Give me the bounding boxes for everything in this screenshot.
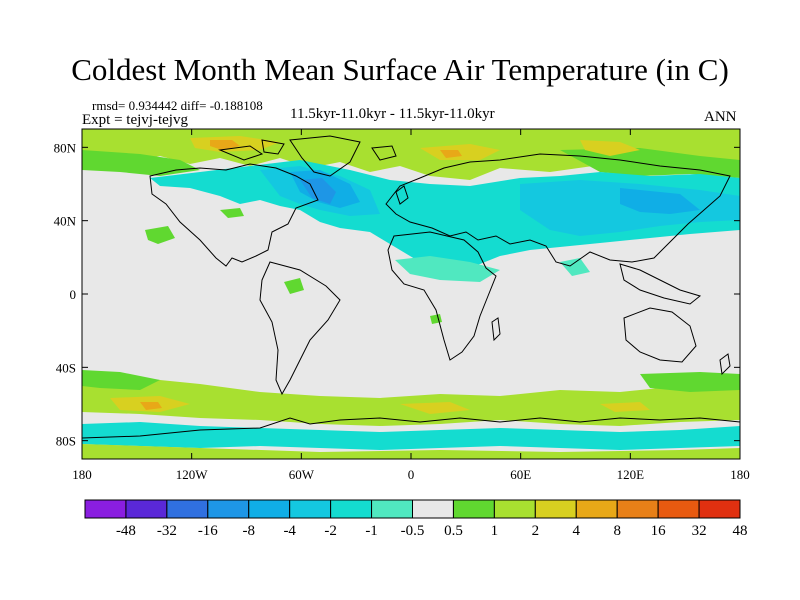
coast-antarctica [82,417,740,439]
colorbar-swatch [698,499,741,519]
colorbar-swatch [452,499,495,519]
coast-madagascar [491,317,501,342]
coast-southeast-asia [619,263,702,305]
lat-tick-label: 80S [56,434,76,449]
coast-new-zealand [719,353,731,376]
field-north-deep [300,178,336,204]
lon-tick-label: 180 [730,467,750,482]
colorbar-label: -8 [243,523,256,539]
field-antarctic-cool [82,422,740,450]
period-subtitle: 11.5kyr-11.0kyr - 11.5kyr-11.0kyr [290,106,495,122]
season-label: ANN [704,109,737,125]
diff-label: diff= [180,98,207,113]
colorbar-label: 8 [613,523,621,539]
colorbar-swatch [289,499,332,519]
plot-title: Coldest Month Mean Surface Air Temperatu… [71,52,729,87]
coast-africa [387,231,497,361]
field-south-amber [110,396,650,414]
lon-tick-label: 60W [289,467,315,482]
colorbar-label: -32 [157,523,177,539]
field-antarctic-warm [82,444,740,459]
colorbar-swatch [616,499,659,519]
lon-tick-label: 180 [72,467,92,482]
colorbar-label: -0.5 [401,523,425,539]
coast-greenland [289,135,361,177]
field-north-blue [290,170,700,214]
colorbar-swatch [575,499,618,519]
map-axes: 180 120W 60W 0 60E 120E 180 80N 40N 0 40S 80S [54,129,750,482]
colorbar-swatch [166,499,209,519]
colorbar-label: 48 [733,523,748,539]
colorbar-swatch [657,499,700,519]
coast-eurasia [385,153,731,267]
colorbar-swatch [412,499,454,519]
anomaly-fields [82,129,740,459]
field-south-warm [82,378,740,426]
colorbar-label: 16 [651,523,667,539]
colorbar-swatch [534,499,577,519]
colorbar-label: -4 [283,523,296,539]
colorbar: -48 -32 -16 -8 -4 -2 -1 -0.5 0.5 1 2 4 8 16 32 48 [84,499,748,539]
field-south-orange [140,402,162,410]
colorbar-label: 2 [532,523,540,539]
lon-tick-label: 0 [408,467,415,482]
rmsd-value: 0.934442 [128,98,178,113]
colorbar-label: 1 [491,523,499,539]
lat-tick-label: 0 [70,287,77,302]
colorbar-swatch [371,499,413,519]
lat-tick-label: 40N [54,214,77,229]
lon-tick-label: 120W [176,467,209,482]
colorbar-label: 32 [692,523,707,539]
colorbar-swatch [84,499,127,519]
colorbar-label: -16 [198,523,218,539]
field-south-green [82,370,740,392]
coast-north-america [149,163,319,267]
lon-tick-label: 120E [617,467,645,482]
map-panel [81,128,741,460]
coast-australia [623,307,697,363]
lat-tick-label: 80N [54,140,77,155]
field-tropical-cool [395,256,590,282]
colorbar-label: 4 [573,523,581,539]
colorbar-swatch [207,499,250,519]
lat-tick-label: 40S [56,360,76,375]
field-north-cyan [260,166,740,236]
colorbar-label: -48 [116,523,136,539]
coast-arctic-islands [218,139,397,161]
stats-line: rmsd= 0.934442 diff= -0.188108 [92,98,263,113]
lon-tick-label: 60E [510,467,531,482]
rmsd-label: rmsd= [92,98,126,113]
colorbar-swatch [493,499,536,519]
field-arctic-amber [190,136,640,160]
colorbar-swatch [125,499,168,519]
coastlines [82,135,740,439]
colorbar-label: 0.5 [444,523,463,539]
expt-label: Expt = tejvj-tejvg [82,112,188,128]
colorbar-label: -2 [324,523,337,539]
colorbar-label: -1 [365,523,378,539]
colorbar-swatch [330,499,373,519]
colorbar-swatch [248,499,291,519]
diff-value: -0.188108 [209,98,263,113]
coast-uk [395,185,409,205]
coast-south-america [259,261,341,396]
